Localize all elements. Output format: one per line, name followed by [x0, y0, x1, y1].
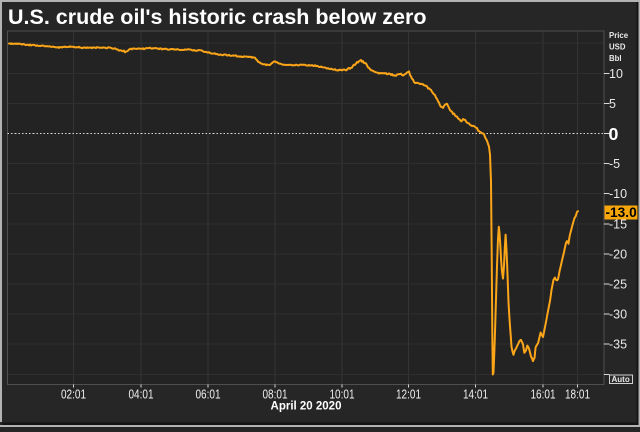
svg-text:14:01: 14:01: [463, 386, 488, 401]
svg-text:-15: -15: [609, 217, 627, 231]
svg-text:U.S. crude oil's historic cras: U.S. crude oil's historic crash below ze…: [8, 5, 427, 29]
svg-text:USD: USD: [609, 43, 626, 52]
svg-text:Bbl: Bbl: [609, 54, 622, 63]
svg-text:18:01: 18:01: [565, 386, 590, 401]
svg-text:10:01: 10:01: [330, 386, 355, 401]
svg-text:16:01: 16:01: [531, 386, 556, 401]
svg-text:04:01: 04:01: [129, 386, 154, 401]
svg-text:12:01: 12:01: [396, 386, 421, 401]
svg-text:Price: Price: [609, 31, 629, 40]
svg-text:5: 5: [609, 97, 616, 111]
svg-text:02:01: 02:01: [61, 386, 86, 401]
svg-text:-10: -10: [609, 187, 627, 201]
svg-text:-20: -20: [609, 247, 627, 261]
svg-text:10: 10: [609, 67, 623, 81]
svg-text:-25: -25: [609, 278, 627, 292]
svg-text:0: 0: [609, 124, 619, 144]
svg-text:06:01: 06:01: [196, 386, 221, 401]
svg-text:Auto: Auto: [612, 375, 630, 384]
svg-text:-5: -5: [609, 157, 620, 171]
svg-text:April 20 2020: April 20 2020: [271, 401, 342, 413]
svg-text:08:01: 08:01: [263, 386, 288, 401]
svg-text:-35: -35: [609, 338, 627, 352]
svg-text:-30: -30: [609, 308, 627, 322]
